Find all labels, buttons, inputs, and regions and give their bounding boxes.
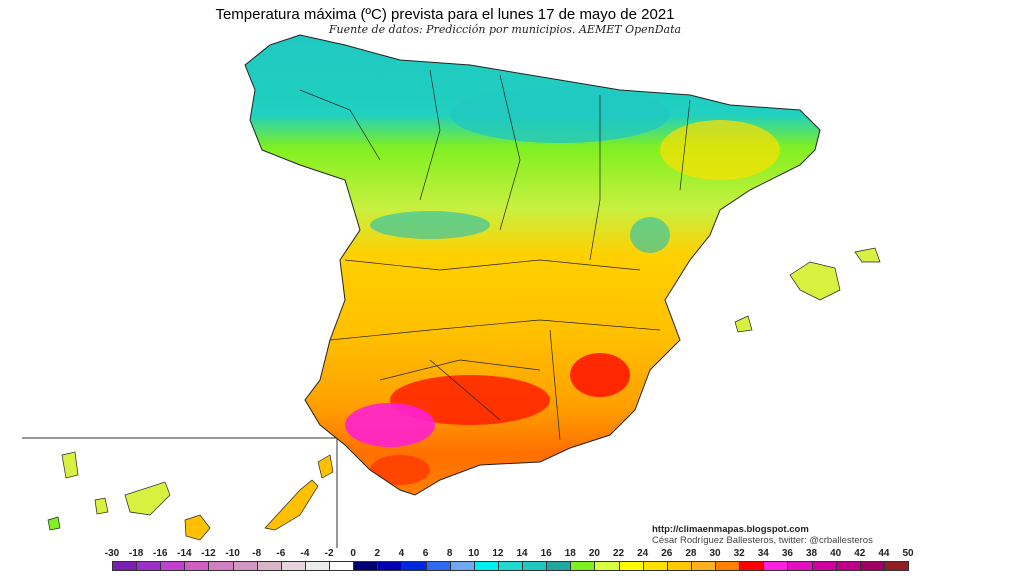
legend-swatch	[184, 561, 210, 571]
legend-swatch	[570, 561, 596, 571]
legend-swatch	[618, 561, 644, 571]
legend-label: 16	[540, 548, 552, 559]
legend-swatch	[280, 561, 306, 571]
legend-swatch	[208, 561, 234, 571]
legend-label: -10	[225, 548, 240, 559]
author-credit: César Rodríguez Ballesteros, twitter: @c…	[652, 535, 873, 546]
legend-label: 24	[637, 548, 649, 559]
legend-swatch	[690, 561, 717, 571]
legend-swatch	[256, 561, 282, 571]
peninsula-region	[245, 35, 820, 495]
legend-swatch	[377, 561, 403, 571]
legend-swatch	[739, 561, 765, 571]
legend-swatch	[715, 561, 741, 571]
legend-swatch	[353, 561, 379, 571]
legend-label: 12	[492, 548, 504, 559]
legend-swatch	[160, 561, 186, 571]
legend-label: 40	[830, 548, 842, 559]
legend-label: -2	[324, 548, 334, 559]
legend-label: 18	[564, 548, 576, 559]
legend-swatch	[594, 561, 620, 571]
legend-swatch	[642, 561, 668, 571]
legend-label: 10	[468, 548, 480, 559]
color-legend: -30 -18 -16 -14 -12 -10 -8 -6 -4 -2 0 2 4 6 8 10 12 14 16 1…	[105, 548, 914, 576]
legend-swatch	[329, 561, 355, 571]
blog-url: http://climaenmapas.blogspot.com	[652, 524, 809, 535]
legend-label: 30	[709, 548, 721, 559]
legend-label: 2	[374, 548, 381, 559]
balearic-islands	[734, 247, 881, 333]
legend-swatch	[546, 561, 572, 571]
legend-label: 28	[685, 548, 697, 559]
legend-label: -4	[300, 548, 310, 559]
legend-label: -12	[201, 548, 216, 559]
legend-swatch	[883, 561, 909, 571]
legend-label: 32	[733, 548, 745, 559]
legend-label: -14	[177, 548, 192, 559]
legend-swatch	[522, 561, 548, 571]
legend-swatch	[401, 561, 427, 571]
legend-swatch	[787, 561, 813, 571]
legend-label: 36	[781, 548, 793, 559]
legend-swatch	[112, 561, 138, 571]
legend-swatch	[666, 561, 692, 571]
legend-swatch	[449, 561, 475, 571]
legend-swatch	[811, 561, 837, 571]
map-subtitle: Fuente de datos: Predicción por municipi…	[328, 23, 682, 36]
legend-label: 44	[878, 548, 890, 559]
legend-label: -16	[153, 548, 168, 559]
legend-label: 0	[350, 548, 356, 559]
legend-label: 14	[516, 548, 528, 559]
legend-label: 26	[661, 548, 673, 559]
legend-swatch	[425, 561, 451, 571]
legend-swatch	[304, 561, 331, 571]
legend-label: 8	[446, 548, 453, 559]
legend-label: -30	[104, 548, 120, 559]
legend-label: -18	[128, 548, 144, 559]
legend-label: 38	[805, 548, 818, 559]
legend-label: 22	[612, 548, 625, 559]
legend-label: 42	[854, 548, 866, 559]
legend-swatch	[136, 561, 162, 571]
legend-swatch	[232, 561, 258, 571]
credits: http://climaenmapas.blogspot.com César R…	[652, 524, 873, 546]
legend-label: 34	[757, 548, 769, 559]
legend-swatch	[763, 561, 789, 571]
legend-label: 6	[422, 548, 429, 559]
legend-label: 50	[902, 548, 914, 559]
legend-label: 4	[398, 548, 405, 559]
canary-islands-inset	[22, 437, 338, 548]
legend-swatch	[835, 561, 861, 571]
legend-label: 20	[588, 548, 600, 559]
legend-label: -8	[252, 548, 262, 559]
legend-swatch	[473, 561, 499, 571]
map-title: Temperatura máxima (ºC) prevista para el…	[215, 6, 675, 23]
legend-swatch	[859, 561, 885, 571]
legend-label: -6	[276, 548, 286, 559]
province-borders	[299, 69, 691, 441]
legend-swatch	[497, 561, 524, 571]
